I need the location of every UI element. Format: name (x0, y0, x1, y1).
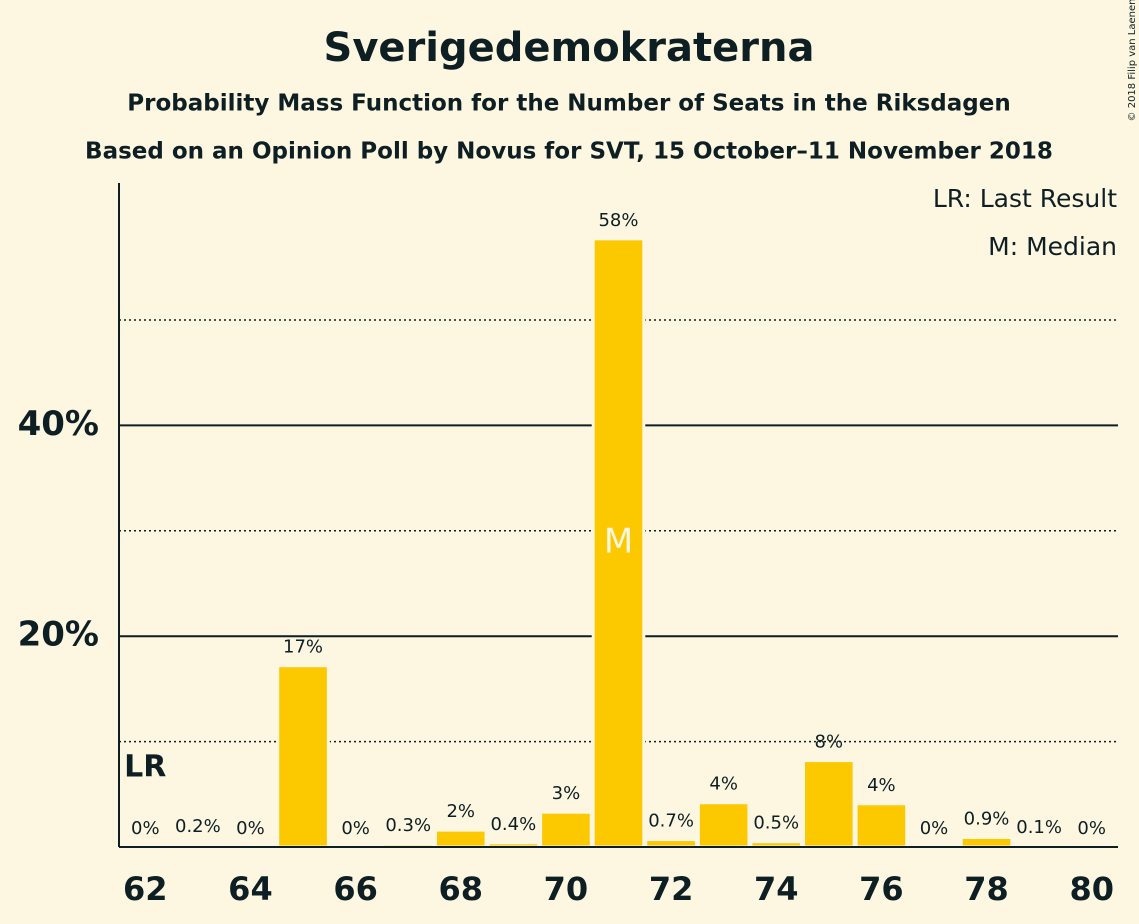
value-label: 0.1% (1016, 817, 1062, 838)
bar (854, 802, 909, 849)
legend-entry: LR: Last Result (933, 184, 1117, 213)
value-label: 0.5% (753, 813, 799, 834)
x-tick-label: 68 (438, 870, 483, 908)
bar (433, 828, 488, 849)
bar (802, 759, 856, 849)
y-tick-label: 20% (18, 615, 99, 655)
value-label: 0.9% (964, 809, 1010, 830)
value-label: 2% (446, 801, 475, 822)
x-tick-label: 80 (1069, 870, 1114, 908)
chart-subtitle: Probability Mass Function for the Number… (127, 91, 1010, 117)
value-label: 0.7% (648, 811, 694, 832)
x-tick-label: 78 (964, 870, 1009, 908)
bar (959, 836, 1014, 849)
value-label: 0.3% (385, 815, 431, 836)
value-label: 58% (598, 210, 638, 231)
value-label: 0% (920, 818, 949, 839)
x-tick-label: 72 (649, 870, 694, 908)
bar (644, 838, 698, 849)
bar (591, 237, 646, 849)
x-tick-label: 66 (333, 870, 378, 908)
value-label: 0.2% (175, 816, 221, 837)
value-label: 0.4% (490, 814, 536, 835)
value-label: 8% (815, 732, 844, 753)
bar (696, 801, 751, 849)
x-tick-label: 74 (754, 870, 799, 908)
value-label: 3% (552, 783, 581, 804)
value-label: 4% (867, 775, 896, 796)
value-label: 0% (341, 818, 370, 839)
bar (539, 810, 593, 849)
value-label: 0% (131, 818, 160, 839)
value-label: 0% (236, 818, 265, 839)
x-tick-label: 76 (859, 870, 904, 908)
value-label: 17% (283, 637, 323, 658)
value-label: 0% (1077, 818, 1106, 839)
legend-entry: M: Median (988, 232, 1117, 261)
median-marker: M (604, 521, 633, 561)
x-tick-label: 62 (123, 870, 168, 908)
bar (276, 664, 330, 849)
x-tick-label: 64 (228, 870, 273, 908)
value-label: 4% (709, 774, 738, 795)
copyright: © 2018 Filip van Laenen (1127, 0, 1138, 121)
chart-subtitle: Based on an Opinion Poll by Novus for SV… (85, 139, 1053, 165)
chart-title: Sverigedemokraterna (324, 25, 815, 71)
x-tick-label: 70 (544, 870, 589, 908)
last-result-marker: LR (124, 750, 166, 785)
y-tick-label: 40% (18, 404, 99, 444)
